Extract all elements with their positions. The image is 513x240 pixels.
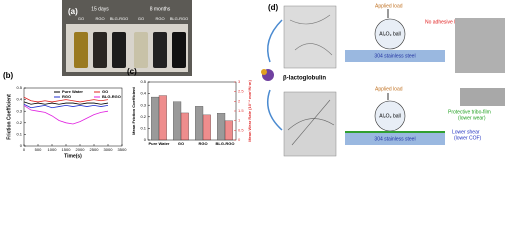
sample-label: BLG-RGO	[110, 16, 128, 21]
y-tick-label: 0.3	[140, 102, 146, 107]
load-label: Applied load	[375, 3, 403, 9]
x-tick-label: 500	[35, 147, 42, 152]
y2-tick-label: 1.5	[238, 108, 244, 113]
bottle	[93, 32, 107, 68]
ball-label: Al₂O₃ ball	[379, 31, 400, 37]
substrate	[345, 133, 445, 145]
bottle	[172, 32, 186, 68]
figure: (a) 15 days 8 months GO RGO BLG-RGO GO R…	[3, 0, 505, 159]
note: No adhesive layer	[425, 19, 465, 25]
tribo-film	[345, 131, 445, 133]
data-line	[23, 96, 109, 103]
y-tick-label: 0.2	[140, 114, 146, 119]
y-tick-label: 0.1	[16, 131, 22, 136]
bar	[173, 101, 182, 141]
y2-tick-label: 2	[238, 98, 241, 103]
load-label: Applied load	[375, 86, 403, 92]
bottle	[112, 32, 126, 68]
tem-texture	[289, 14, 333, 56]
bar	[158, 95, 167, 141]
arrow	[267, 19, 283, 63]
ball-label: Al₂O₃ ball	[379, 113, 400, 119]
y2-tick-label: 3	[238, 79, 241, 84]
y-tick-label: 0	[20, 143, 23, 148]
ball	[374, 18, 406, 50]
data-line	[23, 101, 109, 105]
group-label: 15 days	[91, 6, 109, 12]
panel-label: (c)	[127, 67, 137, 76]
sample-label: BLG-RGO	[170, 16, 188, 21]
y2-tick-label: 0.5	[238, 127, 244, 132]
panel-label: (a)	[68, 7, 78, 16]
bar	[195, 106, 204, 141]
y-tick-label: 0.1	[140, 125, 146, 130]
y2-tick-label: 0	[238, 137, 241, 142]
inset-image	[455, 18, 505, 73]
x-tick-label: 1000	[48, 147, 58, 152]
y-axis-label: Mean Wear Rate (10⁻⁴ mm³/N·m)	[247, 80, 252, 142]
y-tick-label: 0.5	[16, 85, 22, 90]
x-tick-label: 3500	[118, 147, 128, 152]
sample-label: RGO	[155, 16, 164, 21]
x-tick-label: 1500	[62, 147, 72, 152]
shear-label: (lower COF)	[454, 135, 482, 141]
inset-image	[460, 88, 505, 106]
x-tick-label: 3000	[104, 147, 114, 152]
film-label: Protective tribo-film	[448, 109, 491, 115]
plot-frame	[23, 87, 123, 147]
legend-label: Pure Water	[62, 89, 83, 94]
y2-tick-label: 1	[238, 118, 241, 123]
bar	[180, 112, 189, 141]
substrate	[345, 50, 445, 62]
legend-label: RGO	[62, 94, 71, 99]
x-tick-label: GO	[178, 141, 184, 146]
bar	[151, 96, 160, 141]
x-tick-label: Pure Water	[149, 141, 170, 146]
substrate-label: 304 stainless steel	[374, 53, 415, 59]
y-axis-label: Mean Friction Coefficient	[131, 86, 136, 134]
shear-label: Lower shear	[452, 129, 480, 135]
x-tick-label: 0	[23, 147, 26, 152]
panel-label: (b)	[3, 71, 14, 80]
protein-icon	[261, 69, 267, 75]
panel-label: (d)	[268, 3, 279, 12]
data-line	[23, 103, 109, 109]
y2-tick-label: 2.5	[238, 89, 244, 94]
y-tick-label: 0.3	[16, 108, 22, 113]
y-axis-label: Friction Coefficient	[6, 94, 12, 140]
group-label: 8 months	[150, 6, 171, 12]
arrow	[267, 89, 283, 131]
x-tick-label: 2000	[76, 147, 86, 152]
y-tick-label: 0	[144, 137, 147, 142]
legend-label: GO	[102, 89, 108, 94]
bar	[217, 113, 226, 141]
y-tick-label: 0.4	[16, 97, 22, 102]
y-tick-label: 0.4	[140, 91, 146, 96]
y-tick-label: 0.2	[16, 120, 22, 125]
film-label: (lower wear)	[458, 115, 486, 121]
tem-image	[283, 5, 337, 69]
x-tick-label: 2500	[90, 147, 100, 152]
bar	[224, 120, 233, 141]
bottle	[153, 32, 167, 68]
bar	[202, 114, 211, 141]
x-tick-label: BLG-RGO	[216, 141, 235, 146]
tem-texture	[287, 99, 335, 146]
bottle	[74, 32, 88, 68]
x-axis-label: Time(s)	[64, 153, 82, 159]
data-line	[23, 105, 109, 125]
x-tick-label: RGO	[198, 141, 207, 146]
legend-label: BLG-RGO	[102, 94, 121, 99]
protein-label: β-lactoglobulin	[283, 76, 326, 82]
sample-label: GO	[78, 16, 84, 21]
sample-label: GO	[138, 16, 144, 21]
y-tick-label: 0.5	[140, 79, 146, 84]
substrate-label: 304 stainless steel	[374, 136, 415, 142]
bottle	[134, 32, 148, 68]
sample-label: RGO	[95, 16, 104, 21]
